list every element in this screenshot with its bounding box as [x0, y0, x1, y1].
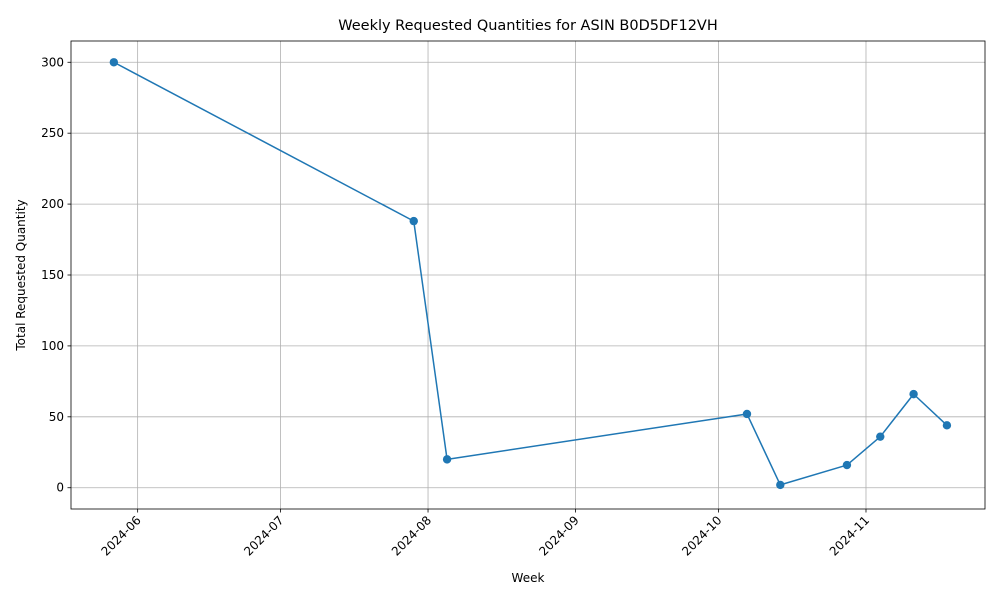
chart-title: Weekly Requested Quantities for ASIN B0D…: [338, 18, 718, 34]
y-tick-label: 0: [56, 481, 64, 495]
data-point: [842, 460, 852, 470]
grid: [71, 41, 985, 509]
data-point: [442, 455, 452, 464]
x-axis-label: Week: [512, 571, 545, 585]
y-tick-label: 50: [49, 410, 64, 424]
data-point: [876, 432, 885, 441]
y-axis-ticks: 0 50 100 150 200 250 300: [41, 55, 71, 495]
data-point: [409, 216, 418, 226]
y-tick-label: 250: [41, 126, 64, 140]
data-point: [742, 409, 752, 419]
data-point: [109, 58, 119, 67]
series-markers: [109, 58, 952, 490]
y-axis-label: Total Requested Quantity: [14, 199, 28, 351]
data-point: [909, 389, 918, 399]
data-point: [776, 480, 785, 490]
y-tick-label: 300: [41, 55, 64, 69]
data-point: [942, 421, 952, 430]
y-tick-label: 200: [41, 197, 64, 211]
y-tick-label: 100: [41, 339, 64, 353]
y-tick-label: 150: [41, 268, 64, 282]
